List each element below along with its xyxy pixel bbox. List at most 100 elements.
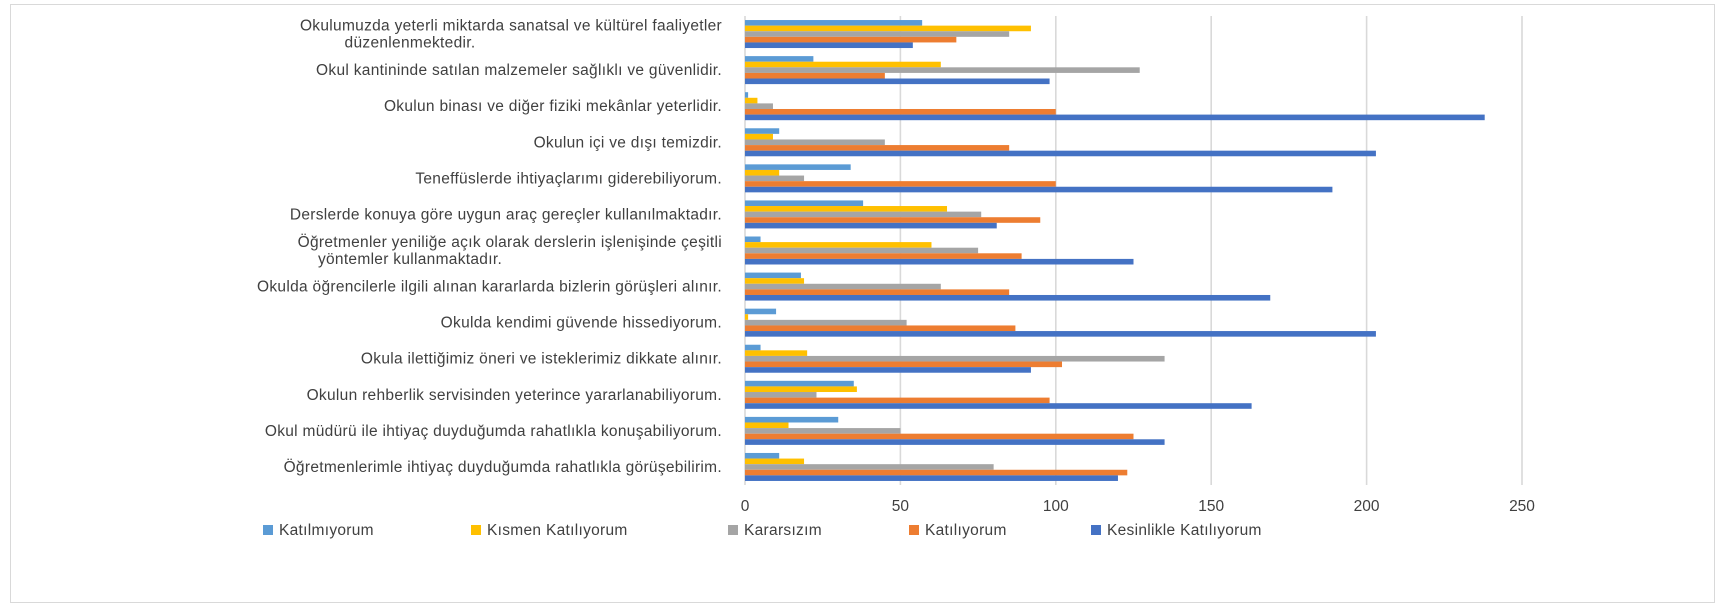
category-label: yöntemler kullanmaktadır. xyxy=(318,251,502,268)
x-tick-label: 0 xyxy=(741,498,750,515)
bar-group xyxy=(745,308,1376,337)
bar-kesinlikle-katılıyorum xyxy=(745,222,997,229)
bar-katılıyorum xyxy=(745,36,957,43)
bar-kesinlikle-katılıyorum xyxy=(745,186,1333,193)
legend-item: Katılmıyorum xyxy=(263,522,374,539)
category-label: Öğretmenlerimle ihtiyaç duyduğumda rahat… xyxy=(284,458,722,476)
category-label: Okulda öğrencilerle ilgili alınan kararl… xyxy=(257,279,722,296)
bar-katılmıyorum xyxy=(745,272,801,279)
legend-swatch xyxy=(263,525,273,535)
bar-kısmen-katılıyorum xyxy=(745,133,773,140)
bar-katılmıyorum xyxy=(745,20,923,26)
bar-kararsızım xyxy=(745,319,907,326)
bar-katılmıyorum xyxy=(745,236,761,243)
legend-label: Katılıyorum xyxy=(925,522,1007,539)
bar-kısmen-katılıyorum xyxy=(745,386,857,393)
bar-kararsızım xyxy=(745,247,979,254)
bar-group xyxy=(745,344,1165,373)
category-label: Teneffüslerde ihtiyaçlarımı giderebiliyo… xyxy=(415,170,722,187)
bar-kısmen-katılıyorum xyxy=(745,25,1031,32)
category-label: Okul kantininde satılan malzemeler sağlı… xyxy=(316,62,722,79)
bar-katılıyorum xyxy=(745,325,1016,332)
legend-item: Katılıyorum xyxy=(909,522,1007,539)
bar-kesinlikle-katılıyorum xyxy=(745,78,1050,85)
bar-kesinlikle-katılıyorum xyxy=(745,475,1118,481)
bar-kararsızım xyxy=(745,175,805,182)
bar-kısmen-katılıyorum xyxy=(745,97,758,104)
bar-katılıyorum xyxy=(745,361,1063,368)
bar-kısmen-katılıyorum xyxy=(745,61,941,68)
bar-katılmıyorum xyxy=(745,380,854,387)
bar-group xyxy=(745,272,1271,301)
bar-kararsızım xyxy=(745,428,901,434)
bar-katılıyorum xyxy=(745,469,1128,476)
legend-label: Kısmen Katılıyorum xyxy=(487,522,628,539)
bar-katılıyorum xyxy=(745,72,885,79)
category-label: Öğretmenler yeniliğe açık olarak dersler… xyxy=(298,233,722,251)
bar-group xyxy=(745,20,1031,49)
category-labels: Okulumuzda yeterli miktarda sanatsal ve … xyxy=(257,18,722,476)
bar-kesinlikle-katılıyorum xyxy=(745,114,1485,121)
legend-item: Kısmen Katılıyorum xyxy=(471,522,628,539)
bar-katılmıyorum xyxy=(745,452,780,459)
bar-kesinlikle-katılıyorum xyxy=(745,294,1271,301)
x-axis-ticks: 0 50 100 150 200 250 xyxy=(741,498,1536,515)
bar-group xyxy=(745,128,1376,157)
bar-kesinlikle-katılıyorum xyxy=(745,150,1376,157)
bar-group xyxy=(745,452,1128,481)
bar-kısmen-katılıyorum xyxy=(745,242,932,248)
bar-group xyxy=(745,380,1252,409)
category-label: Okulumuzda yeterli miktarda sanatsal ve … xyxy=(300,18,722,35)
x-tick-label: 150 xyxy=(1198,498,1224,515)
legend-label: Kesinlikle Katılıyorum xyxy=(1107,522,1262,539)
category-label: Derslerde konuya göre uygun araç gereçle… xyxy=(290,206,722,223)
bar-katılmıyorum xyxy=(745,56,814,62)
bar-kısmen-katılıyorum xyxy=(745,350,808,356)
bar-kesinlikle-katılıyorum xyxy=(745,331,1376,337)
x-tick-label: 200 xyxy=(1354,498,1380,515)
bar-kısmen-katılıyorum xyxy=(745,458,805,465)
category-label: Okulun binası ve diğer fiziki mekânlar y… xyxy=(384,98,722,115)
legend-item: Kararsızım xyxy=(728,522,822,539)
bar-katılıyorum xyxy=(745,433,1134,440)
bar-katılmıyorum xyxy=(745,200,864,207)
bar-kısmen-katılıyorum xyxy=(745,169,780,176)
bar-katılmıyorum xyxy=(745,344,761,351)
legend-item: Kesinlikle Katılıyorum xyxy=(1091,522,1262,539)
x-tick-label: 250 xyxy=(1509,498,1535,515)
bar-kısmen-katılıyorum xyxy=(745,206,948,212)
category-label: Okulun rehberlik servisinden yeterince y… xyxy=(307,387,722,404)
bar-katılmıyorum xyxy=(745,164,851,170)
bar-katılıyorum xyxy=(745,108,1056,115)
category-label: Okulda kendimi güvende hissediyorum. xyxy=(441,315,722,332)
category-label: düzenlenmektedir. xyxy=(345,35,476,52)
bar-group xyxy=(745,92,1485,121)
bar-katılıyorum xyxy=(745,397,1050,404)
bar-kararsızım xyxy=(745,103,773,109)
chart-frame xyxy=(10,4,1715,603)
bar-katılıyorum xyxy=(745,217,1041,223)
bars xyxy=(745,20,1485,481)
bar-group xyxy=(745,416,1165,445)
bar-kesinlikle-katılıyorum xyxy=(745,42,913,49)
bar-katılmıyorum xyxy=(745,416,839,423)
category-label: Okula ilettiğimiz öneri ve isteklerimiz … xyxy=(361,351,722,368)
bar-kararsızım xyxy=(745,211,982,218)
bar-group xyxy=(745,56,1140,85)
bar-kısmen-katılıyorum xyxy=(745,278,805,284)
bar-katılmıyorum xyxy=(745,128,780,134)
category-label: Okulun içi ve dışı temizdir. xyxy=(534,134,722,151)
legend-swatch xyxy=(1091,525,1101,535)
bar-group xyxy=(745,236,1134,265)
bar-kararsızım xyxy=(745,31,1010,37)
legend: Katılmıyorum Kısmen Katılıyorum Kararsızım… xyxy=(263,522,1262,539)
bar-kısmen-katılıyorum xyxy=(745,422,789,429)
bar-kesinlikle-katılıyorum xyxy=(745,367,1031,373)
bar-kesinlikle-katılıyorum xyxy=(745,403,1252,409)
bar-katılmıyorum xyxy=(745,92,749,98)
bar-kararsızım xyxy=(745,355,1165,362)
bar-kararsızım xyxy=(745,283,941,290)
bar-kısmen-katılıyorum xyxy=(745,314,749,320)
bar-group xyxy=(745,200,1041,229)
